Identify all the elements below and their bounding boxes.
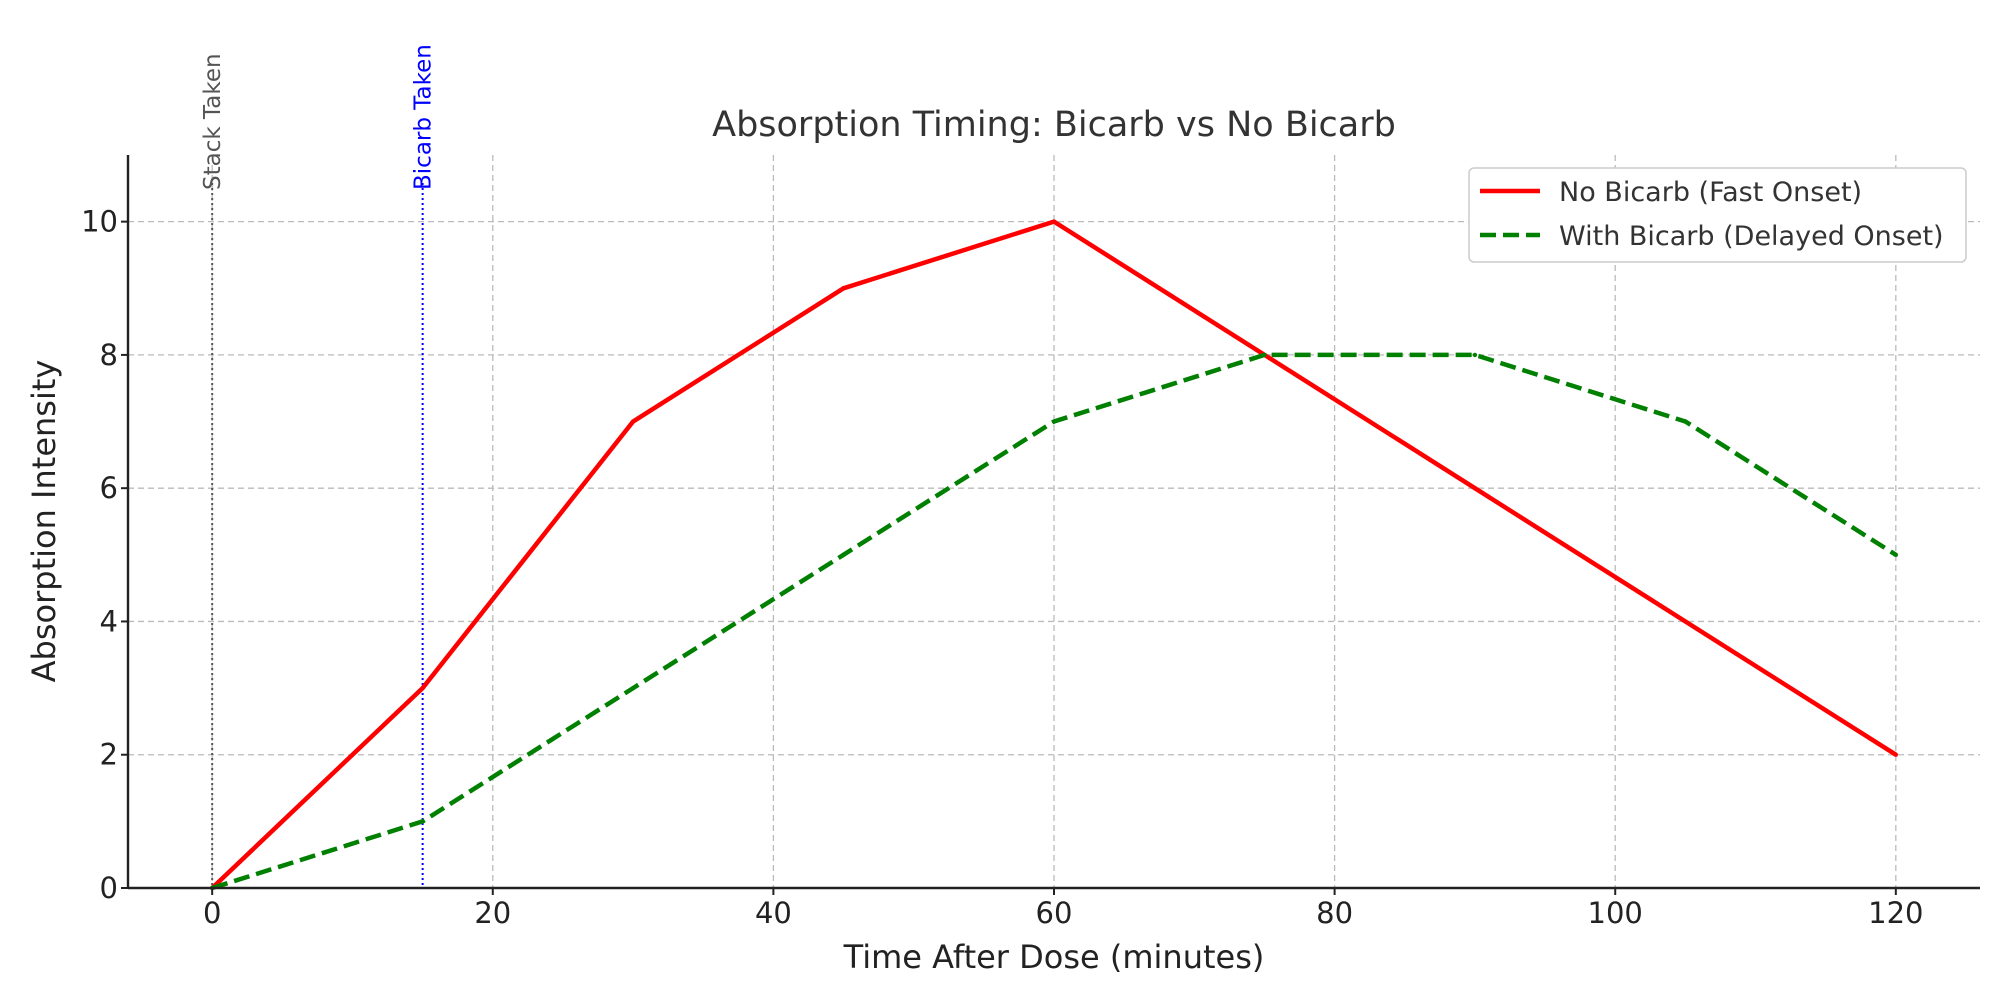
series-lines [209,219,1899,891]
x-tick-label: 100 [1588,896,1643,930]
legend: No Bicarb (Fast Onset) With Bicarb (Dela… [1468,167,1967,263]
data-point-with-bicarb-delayed-onset [1472,352,1478,358]
y-tick-label: 4 [100,604,118,638]
data-point-with-bicarb-delayed-onset [1262,352,1267,358]
data-point-no-bicarb-fast-onset [1472,485,1478,491]
data-point-no-bicarb-fast-onset [1051,219,1057,224]
x-tick-label: 60 [1036,896,1073,930]
x-tick-label: 80 [1316,896,1353,930]
data-point-with-bicarb-delayed-onset [420,819,425,824]
chart-title: Absorption Timing: Bicarb vs No Bicarb [712,105,1396,145]
data-point-no-bicarb-fast-onset [1893,752,1899,757]
x-tick-label: 40 [755,896,792,930]
annotation-label-bicarb-taken: Bicarb Taken [411,44,437,190]
annotation-label-stack-taken: Stack Taken [200,53,226,190]
x-tick-label: 120 [1868,896,1923,930]
y-tick-label: 8 [100,338,118,372]
data-point-with-bicarb-delayed-onset [1051,419,1057,424]
x-tick-label: 0 [203,896,221,930]
grid-lines [128,155,1980,888]
data-point-with-bicarb-delayed-onset [630,685,636,691]
data-point-no-bicarb-fast-onset [841,286,846,291]
y-tick-label: 2 [100,738,118,772]
y-tick-label: 0 [100,871,118,905]
y-tick-label: 6 [100,471,118,505]
legend-label-no-bicarb: No Bicarb (Fast Onset) [1559,177,1862,208]
y-axis-title: Absorption Intensity [25,360,63,683]
legend-box [1468,167,1967,263]
x-tick-label: 20 [474,896,511,930]
x-axis-title: Time After Dose (minutes) [843,938,1265,976]
y-tick-label: 10 [81,205,118,239]
annotation-lines: Stack Taken Bicarb Taken [200,44,437,888]
data-point-with-bicarb-delayed-onset [841,552,846,558]
data-point-no-bicarb-fast-onset [1683,619,1688,624]
data-point-no-bicarb-fast-onset [630,419,636,424]
legend-label-with-bicarb: With Bicarb (Delayed Onset) [1559,221,1944,252]
tick-labels: 0 20 40 60 80 100 120 0 2 4 6 8 10 [81,205,1923,930]
data-point-no-bicarb-fast-onset [420,685,425,691]
data-point-with-bicarb-delayed-onset [1893,552,1899,558]
data-point-with-bicarb-delayed-onset [1683,419,1688,424]
